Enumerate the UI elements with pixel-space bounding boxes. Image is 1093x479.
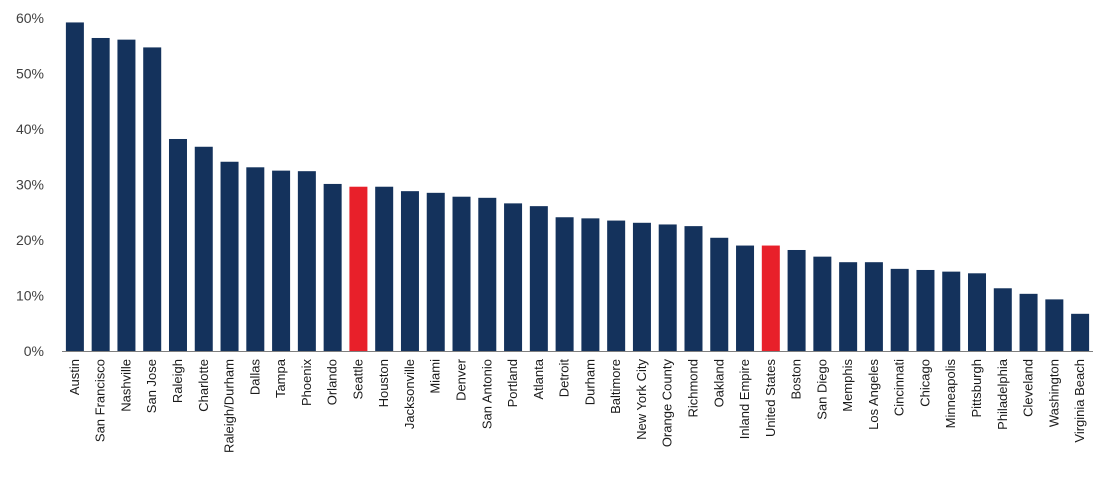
bar-inland-empire xyxy=(736,245,755,351)
y-tick-label: 50% xyxy=(16,66,44,82)
x-tick-label: Orange County xyxy=(660,359,675,448)
bar-boston xyxy=(787,249,806,351)
y-axis: 0% 10% 20% 30% 40% 50% 60% xyxy=(16,10,44,359)
x-tick-label: Jacksonville xyxy=(402,359,417,429)
x-tick-label: Portland xyxy=(505,359,520,407)
x-tick-label: Baltimore xyxy=(608,359,623,414)
bar-richmond xyxy=(684,226,703,352)
bar-san-francisco xyxy=(91,37,110,351)
bar-minneapolis xyxy=(942,271,961,351)
bar-san-antonio xyxy=(478,197,497,351)
bar-united-states xyxy=(761,245,780,351)
x-tick-label: San Diego xyxy=(814,359,829,420)
x-tick-label: Charlotte xyxy=(196,359,211,412)
x-tick-label: Seattle xyxy=(350,359,365,399)
x-tick-label: Richmond xyxy=(685,359,700,418)
bar-detroit xyxy=(555,217,574,351)
x-tick-label: Los Angeles xyxy=(866,359,881,430)
bar-charlotte xyxy=(194,146,213,351)
bar-pittsburgh xyxy=(968,273,987,351)
x-tick-label: San Antonio xyxy=(479,359,494,429)
x-tick-label: Virginia Beach xyxy=(1072,359,1087,443)
y-tick-label: 10% xyxy=(16,288,44,304)
bar-los-angeles xyxy=(864,262,883,351)
bar-miami xyxy=(426,192,445,351)
bar-baltimore xyxy=(607,220,626,351)
x-tick-label: Pittsburgh xyxy=(969,359,984,418)
bar-seattle xyxy=(349,186,368,351)
bar-orange-county xyxy=(658,224,677,351)
x-tick-label: Houston xyxy=(376,359,391,407)
bar-orlando xyxy=(323,183,342,351)
bars xyxy=(65,22,1090,352)
x-tick-label: San Jose xyxy=(144,359,159,413)
x-tick-label: Dallas xyxy=(247,359,262,396)
bar-virginia-beach xyxy=(1071,313,1090,351)
bar-raleigh-durham xyxy=(220,161,239,351)
x-tick-label: Washington xyxy=(1046,359,1061,427)
bar-cincinnati xyxy=(890,268,909,351)
x-tick-label: Raleigh/Durham xyxy=(222,359,237,453)
x-tick-label: Philadelphia xyxy=(995,358,1010,430)
y-tick-label: 30% xyxy=(16,177,44,193)
bar-portland xyxy=(504,203,523,351)
bar-dallas xyxy=(246,167,265,351)
x-tick-label: Atlanta xyxy=(531,358,546,399)
x-tick-label: Raleigh xyxy=(170,359,185,403)
x-tick-label: Minneapolis xyxy=(943,359,958,429)
bar-phoenix xyxy=(297,171,316,351)
y-tick-label: 20% xyxy=(16,232,44,248)
x-tick-label: Durham xyxy=(582,359,597,405)
x-tick-label: Inland Empire xyxy=(737,359,752,439)
x-tick-label: Boston xyxy=(789,359,804,399)
x-tick-label: Orlando xyxy=(325,359,340,405)
x-tick-label: San Francisco xyxy=(93,359,108,442)
bar-atlanta xyxy=(529,206,548,351)
bar-durham xyxy=(581,218,600,351)
x-tick-label: Tampa xyxy=(273,358,288,398)
x-tick-label: Phoenix xyxy=(299,359,314,406)
bar-cleveland xyxy=(1019,293,1038,351)
bar-denver xyxy=(452,196,471,351)
bar-washington xyxy=(1045,299,1064,351)
bar-austin xyxy=(65,22,84,351)
x-tick-label: Chicago xyxy=(917,359,932,407)
x-tick-label: New York City xyxy=(634,359,649,440)
x-tick-label: Oakland xyxy=(711,359,726,407)
y-tick-label: 40% xyxy=(16,121,44,137)
x-tick-label: United States xyxy=(763,359,778,438)
x-axis-labels: Austin San Francisco Nashville San Jose Rale… xyxy=(67,358,1087,453)
bar-tampa xyxy=(272,170,291,352)
bar-houston xyxy=(375,186,394,351)
x-tick-label: Austin xyxy=(67,359,82,395)
y-tick-label: 60% xyxy=(16,10,44,26)
bar-san-diego xyxy=(813,256,832,351)
bar-raleigh xyxy=(168,138,187,351)
bar-nashville xyxy=(117,39,136,351)
x-tick-label: Cleveland xyxy=(1021,359,1036,417)
bar-san-jose xyxy=(143,47,162,351)
bar-jacksonville xyxy=(400,191,419,351)
x-tick-label: Denver xyxy=(454,358,469,401)
x-tick-label: Memphis xyxy=(840,359,855,412)
bar-chicago xyxy=(916,269,935,351)
x-tick-label: Miami xyxy=(428,359,443,394)
x-tick-label: Nashville xyxy=(118,359,133,412)
bar-oakland xyxy=(710,237,729,351)
bar-new-york-city xyxy=(632,222,651,351)
x-tick-label: Cincinnati xyxy=(892,359,907,416)
bar-memphis xyxy=(839,262,858,351)
x-tick-label: Detroit xyxy=(557,359,572,398)
bar-philadelphia xyxy=(993,288,1012,351)
y-tick-label: 0% xyxy=(24,343,44,359)
